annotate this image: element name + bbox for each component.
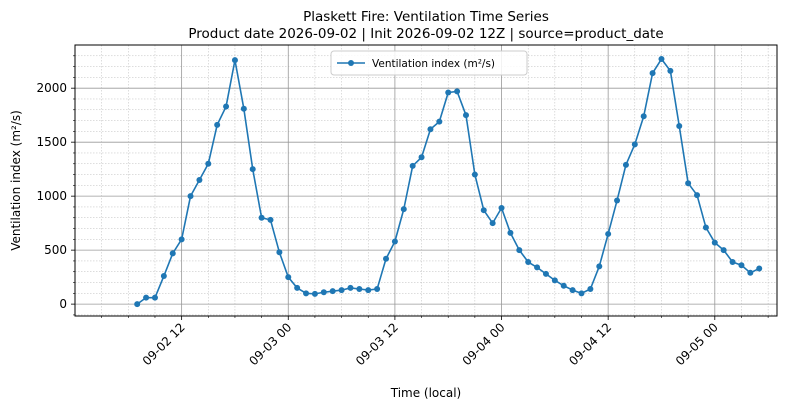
data-point bbox=[747, 269, 754, 276]
y-tick-label: 1000 bbox=[36, 189, 67, 203]
data-point bbox=[267, 216, 274, 223]
data-point bbox=[551, 277, 558, 284]
data-point bbox=[454, 88, 461, 95]
data-point bbox=[196, 176, 203, 183]
data-point bbox=[729, 259, 736, 266]
legend-box bbox=[330, 50, 528, 76]
data-point bbox=[738, 262, 745, 269]
x-tick-label: 09-04 00 bbox=[460, 320, 508, 368]
data-point bbox=[578, 290, 585, 297]
data-point bbox=[614, 197, 621, 204]
data-point bbox=[711, 239, 718, 246]
data-point bbox=[205, 160, 212, 167]
data-point bbox=[569, 287, 576, 294]
data-point bbox=[169, 250, 176, 257]
data-point bbox=[525, 259, 532, 266]
minor-gridlines bbox=[75, 45, 777, 316]
data-point bbox=[134, 301, 141, 308]
data-point bbox=[400, 206, 407, 213]
x-axis-label: Time (local) bbox=[390, 386, 462, 400]
data-point bbox=[587, 286, 594, 293]
data-point bbox=[507, 229, 514, 236]
data-point bbox=[427, 126, 434, 133]
data-point bbox=[160, 273, 167, 280]
data-point bbox=[249, 166, 256, 173]
data-point bbox=[311, 290, 318, 297]
x-tick-label: 09-04 12 bbox=[566, 320, 614, 368]
data-point bbox=[649, 70, 656, 77]
data-point bbox=[294, 284, 301, 291]
legend-label: Ventilation index (m²/s) bbox=[372, 58, 495, 70]
data-point bbox=[640, 113, 647, 120]
data-point bbox=[276, 249, 283, 256]
x-tick-label: 09-02 12 bbox=[140, 320, 188, 368]
data-point bbox=[436, 118, 443, 125]
data-point bbox=[658, 56, 665, 63]
data-point bbox=[596, 263, 603, 270]
data-point bbox=[418, 154, 425, 161]
y-axis-label: Ventilation index (m²/s) bbox=[9, 110, 23, 251]
data-point bbox=[667, 67, 674, 74]
data-point bbox=[374, 286, 381, 293]
data-point bbox=[240, 105, 247, 112]
data-point bbox=[560, 282, 567, 289]
data-point bbox=[471, 171, 478, 178]
data-point bbox=[409, 162, 416, 169]
data-point bbox=[356, 286, 363, 293]
data-point bbox=[756, 265, 763, 272]
data-point bbox=[676, 122, 683, 129]
data-point bbox=[534, 264, 541, 271]
data-point bbox=[685, 180, 692, 187]
data-point bbox=[480, 207, 487, 214]
data-point bbox=[383, 255, 390, 262]
data-point bbox=[303, 290, 310, 297]
data-point bbox=[445, 89, 452, 96]
data-point bbox=[720, 247, 727, 254]
plot-frame bbox=[74, 44, 778, 317]
data-point bbox=[143, 294, 150, 301]
major-gridlines bbox=[75, 45, 777, 316]
data-point bbox=[542, 270, 549, 277]
data-point bbox=[489, 220, 496, 227]
data-point bbox=[462, 112, 469, 119]
y-tick-label: 2000 bbox=[36, 81, 67, 95]
series-layer bbox=[134, 56, 763, 308]
y-axis-ticks: 0 500 1000 1500 2000 bbox=[36, 55, 75, 316]
data-point bbox=[187, 193, 194, 200]
data-point bbox=[231, 57, 238, 64]
x-tick-label: 09-05 00 bbox=[673, 320, 721, 368]
y-tick-label: 0 bbox=[59, 297, 67, 311]
data-point bbox=[694, 192, 701, 199]
data-point bbox=[498, 205, 505, 212]
data-point bbox=[516, 247, 523, 254]
data-point bbox=[622, 161, 629, 168]
data-point bbox=[631, 141, 638, 148]
data-point bbox=[347, 284, 354, 291]
data-point bbox=[702, 224, 709, 231]
legend: Ventilation index (m²/s) bbox=[330, 50, 528, 76]
data-point bbox=[258, 214, 265, 221]
data-point bbox=[320, 289, 327, 296]
x-axis-ticks: 09-02 12 09-03 00 09-03 12 09-04 00 09-04 12… bbox=[101, 316, 769, 368]
data-point bbox=[605, 230, 612, 237]
data-point bbox=[285, 274, 292, 281]
y-tick-label: 500 bbox=[44, 243, 67, 257]
chart-subtitle: Product date 2026-09-02 | Init 2026-09-0… bbox=[188, 26, 663, 42]
data-point bbox=[329, 288, 336, 295]
data-point bbox=[391, 238, 398, 245]
data-point bbox=[151, 294, 158, 301]
x-tick-label: 09-03 00 bbox=[246, 320, 294, 368]
legend-marker-swatch bbox=[348, 60, 354, 66]
chart-title: Plaskett Fire: Ventilation Time Series bbox=[303, 9, 549, 25]
y-tick-label: 1500 bbox=[36, 135, 67, 149]
data-point bbox=[223, 103, 230, 110]
data-point bbox=[178, 236, 185, 243]
x-tick-label: 09-03 12 bbox=[353, 320, 401, 368]
data-point bbox=[365, 287, 372, 294]
data-point bbox=[338, 287, 345, 294]
data-point bbox=[214, 121, 221, 128]
